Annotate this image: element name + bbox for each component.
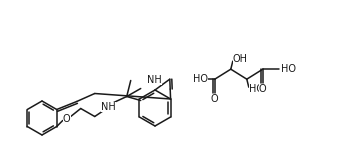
Text: HO: HO <box>281 64 296 74</box>
Text: HO: HO <box>193 74 208 84</box>
Text: HO: HO <box>249 84 264 94</box>
Text: O: O <box>211 94 219 104</box>
Text: NH: NH <box>147 75 162 85</box>
Text: OH: OH <box>233 54 248 64</box>
Text: O: O <box>259 84 267 94</box>
Text: O: O <box>63 114 70 123</box>
Text: NH: NH <box>101 101 116 112</box>
